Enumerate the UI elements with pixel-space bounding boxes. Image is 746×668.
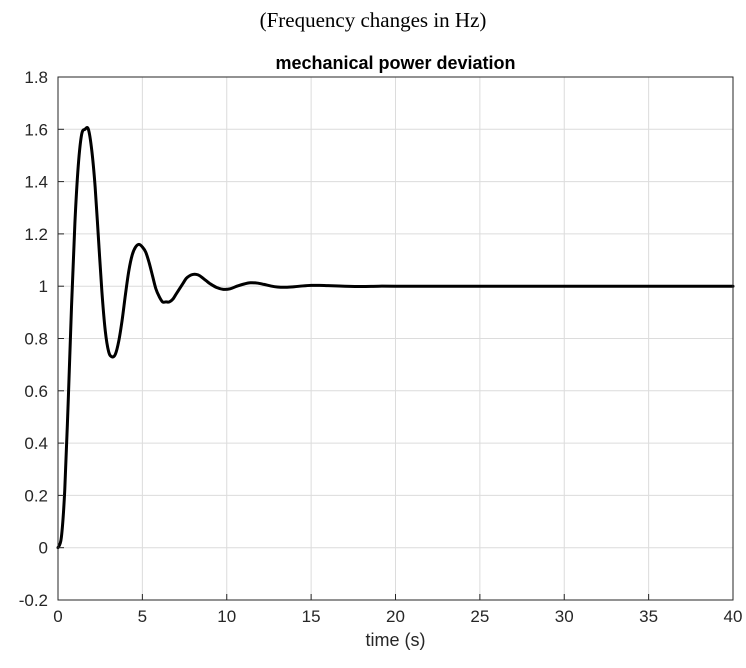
y-tick-label: 1.8 [24, 68, 48, 87]
x-axis-label: time (s) [366, 630, 426, 650]
x-tick-label: 35 [639, 607, 658, 626]
grid [57, 76, 734, 601]
y-tick-label: 1.2 [24, 225, 48, 244]
series-layer [56, 126, 735, 550]
y-tick-label: 0.4 [24, 434, 48, 453]
x-tick-label: 0 [53, 607, 62, 626]
ticks: 0 5 10 15 20 25 30 35 40 -0.2 0 0.2 0.4 0.6 0.8 1 1.2 1.4… [19, 68, 743, 626]
x-tick-label: 20 [386, 607, 405, 626]
x-tick-label: 10 [217, 607, 236, 626]
x-tick-label: 15 [302, 607, 321, 626]
chart-title: mechanical power deviation [275, 53, 515, 73]
y-tick-label: 0 [39, 539, 48, 558]
y-tick-label: -0.2 [19, 591, 48, 610]
y-tick-label: 1.6 [24, 120, 48, 139]
x-tick-label: 5 [138, 607, 147, 626]
x-tick-label: 40 [724, 607, 743, 626]
y-tick-label: 1.4 [24, 173, 48, 192]
y-tick-label: 0.6 [24, 382, 48, 401]
y-tick-label: 1 [39, 277, 48, 296]
y-tick-label: 0.2 [24, 486, 48, 505]
series-line [56, 126, 735, 550]
x-tick-label: 25 [470, 607, 489, 626]
figure-caption: (Frequency changes in Hz) [259, 8, 487, 32]
x-tick-label: 30 [555, 607, 574, 626]
y-tick-label: 0.8 [24, 330, 48, 349]
